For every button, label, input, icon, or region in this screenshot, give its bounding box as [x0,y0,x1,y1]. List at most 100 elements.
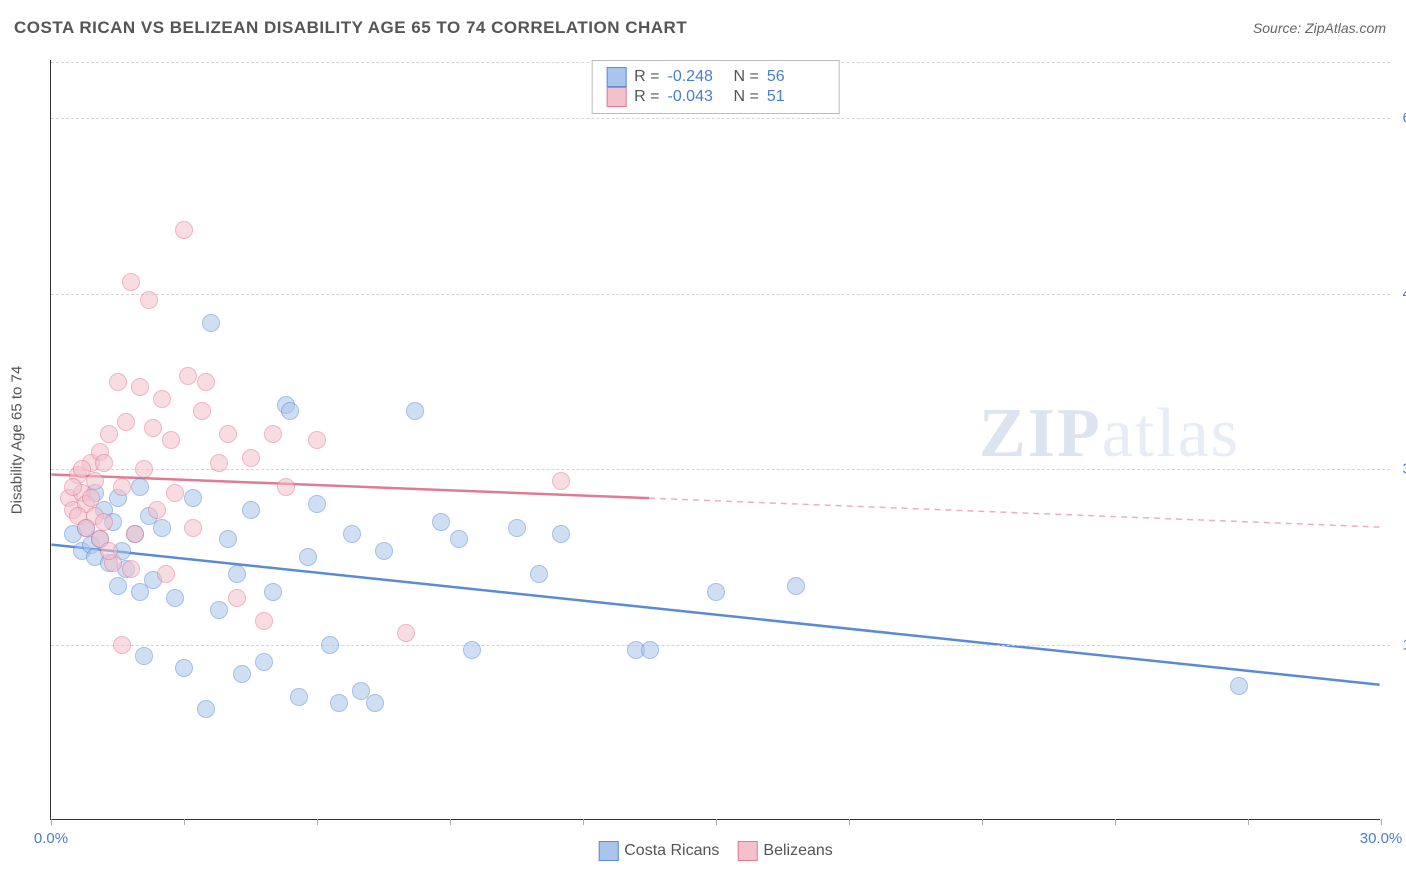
gridline [51,118,1390,119]
scatter-point [432,513,450,531]
legend-n-label: N = [734,88,759,106]
trend-line [51,545,1379,685]
legend-swatch [606,67,626,87]
scatter-point [117,413,135,431]
chart-title: COSTA RICAN VS BELIZEAN DISABILITY AGE 6… [14,18,687,38]
legend-swatch [598,841,618,861]
scatter-point [530,565,548,583]
legend-row: R = -0.248 N = 56 [606,67,825,87]
scatter-point [122,273,140,291]
scatter-point [135,460,153,478]
scatter-point [193,402,211,420]
x-tick [51,819,52,825]
scatter-point [175,659,193,677]
y-tick-label: 60.0% [1385,110,1406,127]
scatter-point [343,525,361,543]
legend-swatch [737,841,757,861]
scatter-point [197,700,215,718]
x-tick [583,819,584,825]
scatter-point [321,636,339,654]
legend-series-name: Belizeans [763,842,832,859]
scatter-point [255,653,273,671]
scatter-point [100,425,118,443]
scatter-point [228,589,246,607]
scatter-point [153,390,171,408]
scatter-point [131,478,149,496]
correlation-legend: R = -0.248 N = 56 R = -0.043 N = 51 [591,60,840,114]
y-axis-label: Disability Age 65 to 74 [9,365,26,513]
scatter-point [255,612,273,630]
scatter-point [210,601,228,619]
x-tick [450,819,451,825]
scatter-point [219,425,237,443]
scatter-point [641,641,659,659]
legend-item: Costa Ricans [598,841,719,861]
legend-item: Belizeans [737,841,832,861]
scatter-point [131,378,149,396]
scatter-point [219,530,237,548]
scatter-point [277,478,295,496]
legend-series-name: Costa Ricans [624,842,719,859]
x-tick [849,819,850,825]
scatter-point [508,519,526,537]
x-tick [716,819,717,825]
scatter-point [787,577,805,595]
scatter-point [175,221,193,239]
scatter-point [82,489,100,507]
gridline [51,469,1390,470]
scatter-point [308,495,326,513]
plot-area: Disability Age 65 to 74 ZIPatlas R =-0.2… [50,60,1380,820]
scatter-point [366,694,384,712]
scatter-point [113,636,131,654]
x-tick-label: 0.0% [34,830,68,847]
scatter-point [157,565,175,583]
scatter-point [144,419,162,437]
scatter-point [166,484,184,502]
legend-r-label: R = [634,88,659,106]
scatter-point [126,525,144,543]
source-attribution: Source: ZipAtlas.com [1253,20,1386,36]
x-tick [184,819,185,825]
scatter-point [1230,677,1248,695]
legend-n-value: 51 [767,88,825,106]
legend-r-label: R = [634,68,659,86]
gridline [51,645,1390,646]
scatter-point [135,647,153,665]
scatter-point [397,624,415,642]
scatter-point [184,519,202,537]
x-tick-label: 30.0% [1360,830,1403,847]
scatter-point [308,431,326,449]
x-tick [1248,819,1249,825]
scatter-point [95,513,113,531]
y-tick-label: 30.0% [1385,461,1406,478]
legend-row: R = -0.043 N = 51 [606,87,825,107]
scatter-point [406,402,424,420]
legend-r-value: -0.248 [668,68,726,86]
legend-r-value: -0.043 [668,88,726,106]
scatter-point [184,489,202,507]
scatter-point [552,472,570,490]
y-tick-label: 15.0% [1385,636,1406,653]
scatter-point [162,431,180,449]
scatter-point [299,548,317,566]
scatter-point [113,478,131,496]
x-tick [1115,819,1116,825]
scatter-point [109,373,127,391]
scatter-point [140,291,158,309]
legend-n-value: 56 [767,68,825,86]
scatter-point [264,583,282,601]
scatter-point [109,577,127,595]
scatter-point [166,589,184,607]
y-tick-label: 45.0% [1385,285,1406,302]
series-legend: Costa Ricans Belizeans [598,841,833,861]
trend-line-extrapolated [649,498,1380,527]
scatter-point [281,402,299,420]
x-tick [982,819,983,825]
scatter-point [148,501,166,519]
scatter-point [210,454,228,472]
scatter-point [228,565,246,583]
scatter-point [552,525,570,543]
legend-swatch [606,87,626,107]
legend-n-label: N = [734,68,759,86]
scatter-point [450,530,468,548]
